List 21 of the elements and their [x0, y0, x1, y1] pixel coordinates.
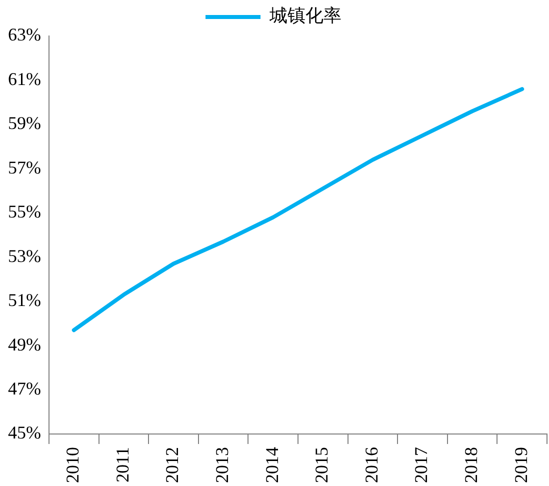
y-tick-label: 45% [8, 422, 41, 443]
y-tick-label: 51% [8, 290, 41, 310]
x-tick-label: 2011 [112, 447, 132, 482]
x-tick-label: 2013 [212, 447, 232, 483]
y-tick-label: 59% [8, 113, 41, 134]
x-tick-label: 2010 [62, 447, 83, 483]
y-tick-label: 61% [8, 68, 41, 89]
y-tick-label: 47% [8, 378, 41, 399]
y-tick-label: 53% [8, 246, 41, 266]
x-tick-label: 2019 [510, 447, 531, 483]
x-tick-label: 2017 [411, 447, 432, 483]
x-tick-label: 2012 [162, 447, 182, 483]
x-tick-label: 2016 [361, 447, 382, 483]
x-tick-label: 2018 [461, 447, 482, 483]
y-tick-label: 57% [8, 157, 41, 178]
x-tick-label: 2015 [312, 447, 332, 483]
legend-label: 城镇化率 [268, 6, 342, 26]
y-tick-label: 63% [8, 24, 41, 45]
y-tick-label: 55% [8, 202, 41, 222]
y-tick-label: 49% [8, 334, 41, 354]
x-tick-label: 2014 [262, 447, 282, 483]
